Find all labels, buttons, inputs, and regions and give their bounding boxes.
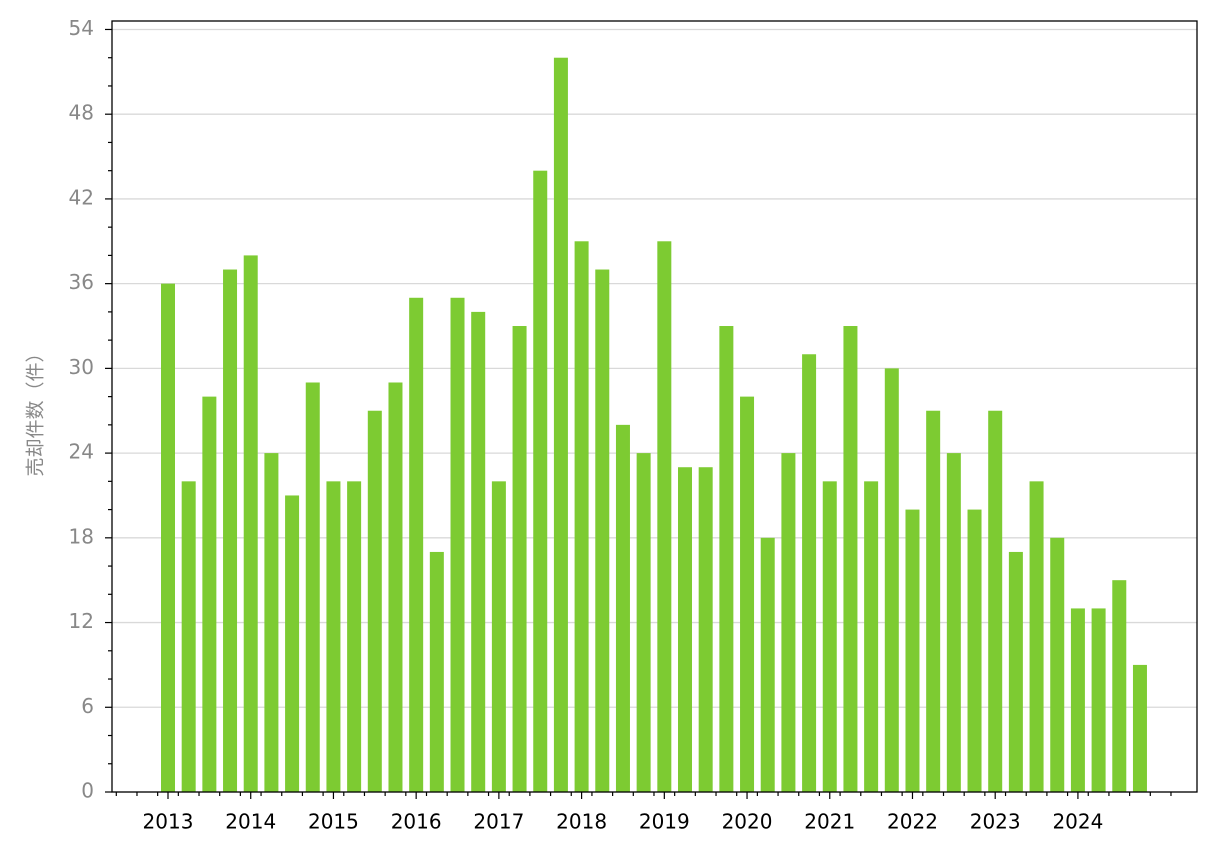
bar [409,297,424,792]
bar [657,241,672,793]
bar [1091,608,1106,792]
x-tick-label: 2022 [887,810,938,834]
bar [388,382,403,792]
bar [967,509,982,792]
bar [1029,481,1044,792]
y-tick-label: 18 [69,524,94,548]
bar [533,170,548,792]
bar [1132,664,1147,792]
bar [760,537,775,792]
bar [1112,580,1127,792]
bar [471,311,486,792]
bar [636,453,651,792]
y-axis-label: 売却件数（件） [25,343,47,476]
x-tick-label: 2018 [556,810,607,834]
bar [781,453,796,792]
y-tick-label: 36 [69,270,94,294]
bar [1008,551,1023,792]
x-tick-label: 2021 [804,810,855,834]
bar [1070,608,1085,792]
bar [305,382,320,792]
bar [615,424,630,792]
plot-frame [111,20,1198,793]
bar [1050,537,1065,792]
x-tick-label: 2020 [722,810,773,834]
x-tick-label: 2017 [473,810,524,834]
bar [243,255,258,792]
bar [864,481,879,792]
bar [223,269,238,792]
bar [698,467,713,792]
bar [347,481,362,792]
x-tick-label: 2013 [143,810,194,834]
bar [285,495,300,792]
y-tick-label: 12 [69,609,94,633]
bar [740,396,755,792]
bar [843,326,858,792]
bar [988,410,1003,792]
bar [450,297,465,792]
bar [802,354,817,792]
bar [161,283,175,792]
bar [926,410,941,792]
y-tick-label: 54 [69,16,94,40]
bar [264,453,279,792]
x-tick-label: 2014 [225,810,276,834]
x-tick-label: 2024 [1052,810,1103,834]
y-tick-label: 0 [81,779,94,803]
bar [574,241,589,793]
y-tick-label: 24 [69,440,94,464]
bar [202,396,217,792]
x-tick-label: 2023 [970,810,1021,834]
bar [491,481,506,792]
y-tick-label: 6 [81,694,94,718]
bar [429,551,444,792]
bar [512,326,527,792]
y-tick-label: 30 [69,355,94,379]
bar [595,269,610,792]
x-tick-label: 2016 [391,810,442,834]
bar [181,481,196,792]
bar [946,453,961,792]
bar [553,57,568,792]
y-tick-label: 48 [69,101,94,125]
bar [326,481,341,792]
bar [822,481,837,792]
x-tick-label: 2015 [308,810,359,834]
bar [678,467,692,792]
bar [905,509,920,792]
bar [367,410,382,792]
x-tick-label: 2019 [639,810,690,834]
bar [719,326,734,792]
y-tick-label: 42 [69,185,94,209]
bar [884,368,899,792]
